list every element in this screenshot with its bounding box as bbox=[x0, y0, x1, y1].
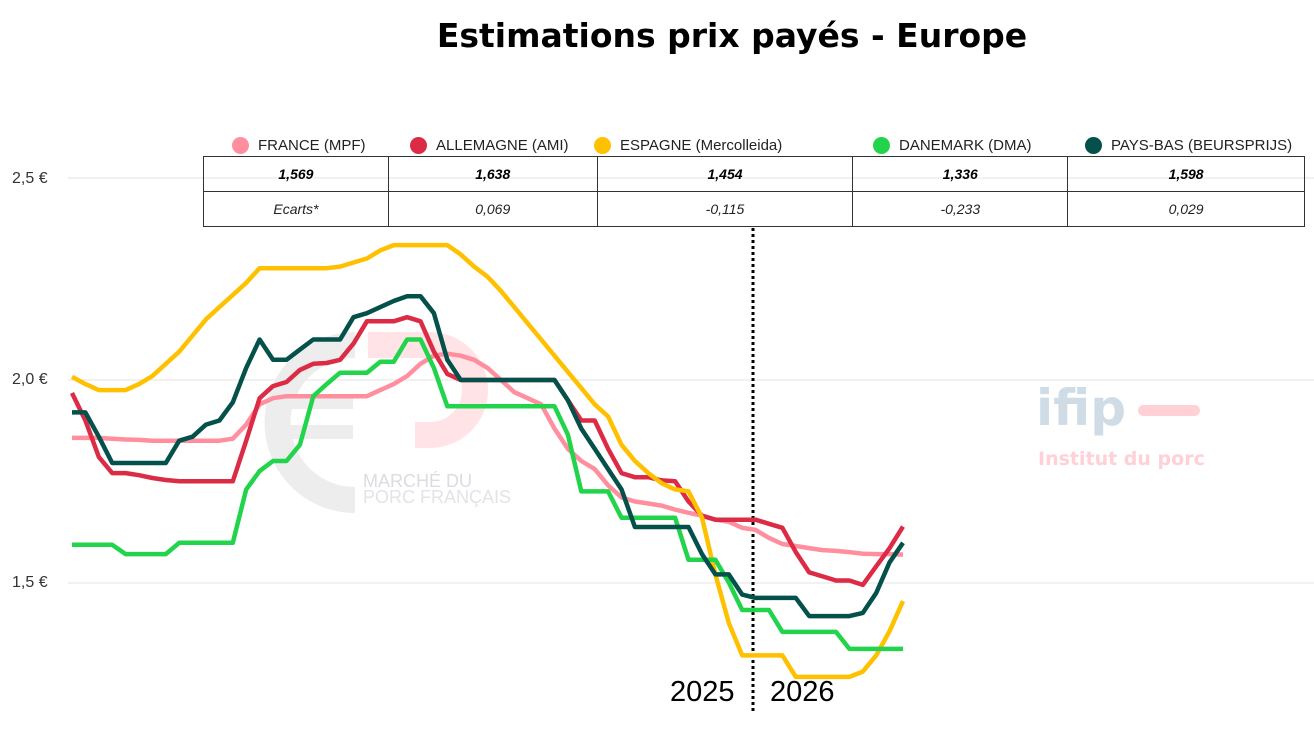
ifip-watermark-name: ifip bbox=[1036, 379, 1126, 437]
series-line-danemark bbox=[72, 337, 903, 652]
legend-marker bbox=[232, 136, 249, 154]
legend-marker bbox=[594, 136, 611, 154]
table-cell: 0,029 bbox=[1067, 191, 1305, 227]
table-cell-ecarts-label: Ecarts* bbox=[203, 191, 389, 227]
legend-marker bbox=[1085, 136, 1102, 154]
chart-title: Estimations prix payés - Europe bbox=[436, 16, 1028, 55]
ifip-watermark-tagline: Institut du porc bbox=[1038, 448, 1205, 470]
table-cell: 1,638 bbox=[387, 156, 598, 192]
legend-item-espagne[interactable]: ESPAGNE (Mercolleida) bbox=[594, 135, 782, 155]
table-cell: -0,233 bbox=[852, 191, 1069, 227]
legend-marker bbox=[410, 136, 427, 154]
ifip-watermark-logo: ifip Institut du porc bbox=[1036, 379, 1205, 470]
legend-label: DANEMARK (DMA) bbox=[899, 136, 1032, 154]
legend-label: ESPAGNE (Mercolleida) bbox=[620, 136, 783, 154]
mpf-watermark-line1: MARCHÉ DU bbox=[363, 471, 472, 491]
legend-label: PAYS-BAS (BEURSPRIJS) bbox=[1111, 136, 1293, 154]
year-label-2026: 2026 bbox=[770, 676, 835, 708]
values-table: 1,569 1,638 1,454 1,336 1,598 Ecarts* 0,… bbox=[203, 156, 1305, 227]
legend-item-france[interactable]: FRANCE (MPF) bbox=[232, 135, 366, 155]
year-label-2025: 2025 bbox=[670, 676, 735, 708]
legend-marker bbox=[873, 136, 890, 154]
legend-item-pays-bas[interactable]: PAYS-BAS (BEURSPRIJS) bbox=[1085, 135, 1292, 155]
table-cell: 1,454 bbox=[596, 156, 854, 192]
legend-item-allemagne[interactable]: ALLEMAGNE (AMI) bbox=[410, 135, 569, 155]
series-lines bbox=[69, 242, 906, 680]
y-tick-label: 2,5 € bbox=[12, 170, 48, 187]
legend-label: ALLEMAGNE (AMI) bbox=[436, 136, 569, 154]
table-cell: 0,069 bbox=[387, 191, 598, 227]
series-line-pays-bas bbox=[72, 293, 905, 619]
table-cell: -0,115 bbox=[596, 191, 854, 227]
series-line-espagne bbox=[70, 242, 906, 680]
y-tick-label: 1,5 € bbox=[12, 574, 48, 591]
legend-item-danemark[interactable]: DANEMARK (DMA) bbox=[873, 135, 1032, 155]
y-tick-label: 2,0 € bbox=[12, 371, 48, 388]
gridlines bbox=[68, 177, 1314, 584]
table-cell: 1,569 bbox=[203, 156, 389, 192]
table-row-values: 1,569 1,638 1,454 1,336 1,598 bbox=[203, 156, 1305, 192]
table-row-ecarts: Ecarts* 0,069 -0,115 -0,233 0,029 bbox=[203, 191, 1305, 227]
table-cell: 1,598 bbox=[1067, 156, 1305, 192]
mpf-watermark-line2: PORC FRANÇAIS bbox=[363, 487, 511, 507]
mpf-watermark-logo: MARCHÉ DU PORC FRANÇAIS bbox=[264, 332, 511, 513]
table-cell: 1,336 bbox=[852, 156, 1069, 192]
series-line-france bbox=[72, 351, 904, 557]
legend-label: FRANCE (MPF) bbox=[258, 136, 366, 154]
